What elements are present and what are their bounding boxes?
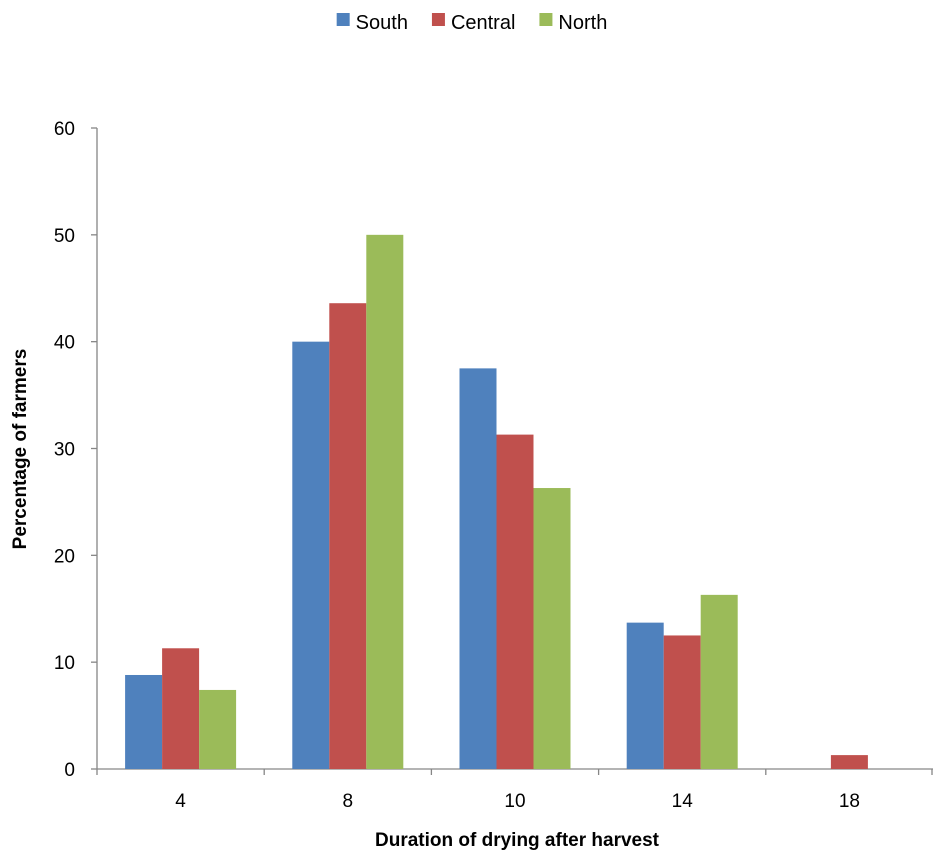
legend-label: Central (451, 12, 515, 34)
bar-central-10 (496, 434, 534, 769)
y-tick-label: 30 (54, 440, 75, 461)
bar-south-4 (125, 674, 163, 769)
bar-north-10 (533, 488, 571, 769)
x-tick-label: 8 (343, 791, 354, 812)
x-axis-title: Duration of drying after harvest (375, 830, 660, 851)
bar-south-14 (626, 622, 664, 769)
y-tick-label: 40 (54, 333, 75, 354)
bar-north-8 (366, 234, 404, 770)
legend: South Central North (336, 12, 607, 34)
legend-label: South (356, 12, 408, 34)
legend-item-central: Central (431, 12, 515, 34)
bar-central-4 (162, 648, 200, 769)
bars (125, 234, 868, 770)
x-tick-label: 10 (504, 791, 525, 812)
bar-central-18 (830, 755, 868, 769)
y-tick-label: 20 (54, 546, 75, 567)
legend-swatch (539, 13, 553, 26)
x-axis: 4 8 10 14 18 (96, 768, 933, 812)
x-tick-label: 18 (839, 791, 860, 812)
x-tick-label: 4 (175, 791, 186, 812)
x-tick-label: 14 (672, 791, 694, 812)
bar-north-4 (199, 689, 237, 769)
legend-item-south: South (336, 12, 408, 34)
y-tick-label: 60 (54, 119, 75, 140)
y-axis: 0 10 20 30 40 50 60 (54, 119, 98, 781)
bar-south-10 (459, 368, 497, 769)
y-axis-title: Percentage of farmers (10, 349, 31, 550)
bar-central-14 (663, 635, 701, 769)
legend-label: North (558, 12, 607, 34)
legend-swatch (336, 13, 350, 26)
bar-north-14 (700, 594, 738, 769)
y-tick-label: 10 (54, 653, 75, 674)
y-tick-label: 50 (54, 226, 75, 247)
bar-central-8 (329, 303, 367, 769)
legend-item-north: North (539, 12, 607, 34)
bar-south-8 (292, 341, 330, 769)
y-tick-label: 0 (64, 760, 75, 781)
legend-swatch (431, 13, 445, 26)
